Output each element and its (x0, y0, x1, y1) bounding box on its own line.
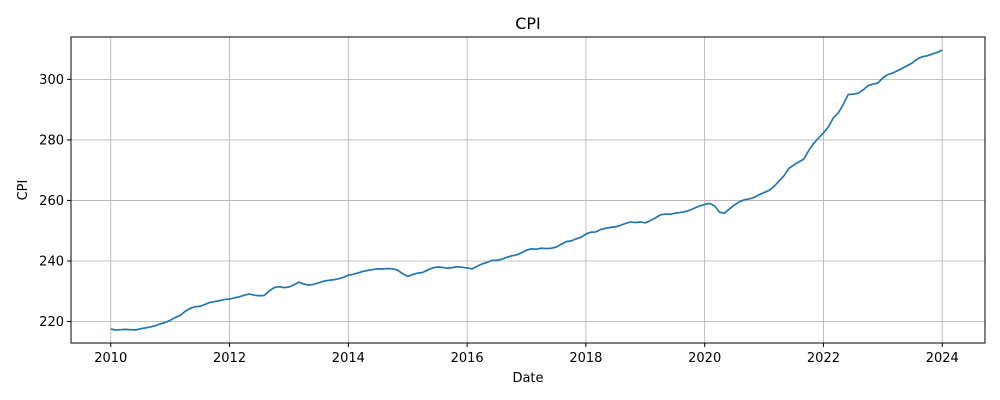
series-line (110, 49, 943, 331)
y-tick-label: 220 (39, 315, 64, 330)
x-tick-label: 2012 (213, 351, 246, 366)
x-tick-label: 2018 (569, 351, 602, 366)
plot-frame (70, 36, 986, 344)
grid (71, 37, 985, 343)
plot-area (110, 49, 943, 331)
chart-title: CPI (515, 14, 541, 33)
x-axis-label: Date (512, 371, 543, 386)
x-tick-label: 2016 (451, 351, 484, 366)
x-tick-label: 2024 (926, 351, 959, 366)
x-tick-label: 2020 (688, 351, 721, 366)
y-tick-label: 300 (39, 73, 64, 88)
x-tick-label: 2014 (332, 351, 365, 366)
y-tick-label: 280 (39, 133, 64, 148)
y-axis-label: CPI (16, 180, 31, 201)
axis-ticks: 2010 2012 2014 2016 2018 2020 2022 2024 220 240 26… (39, 73, 959, 366)
y-tick-label: 240 (39, 254, 64, 269)
x-tick-label: 2022 (807, 351, 840, 366)
y-tick-label: 260 (39, 194, 64, 209)
x-tick-label: 2010 (94, 351, 127, 366)
